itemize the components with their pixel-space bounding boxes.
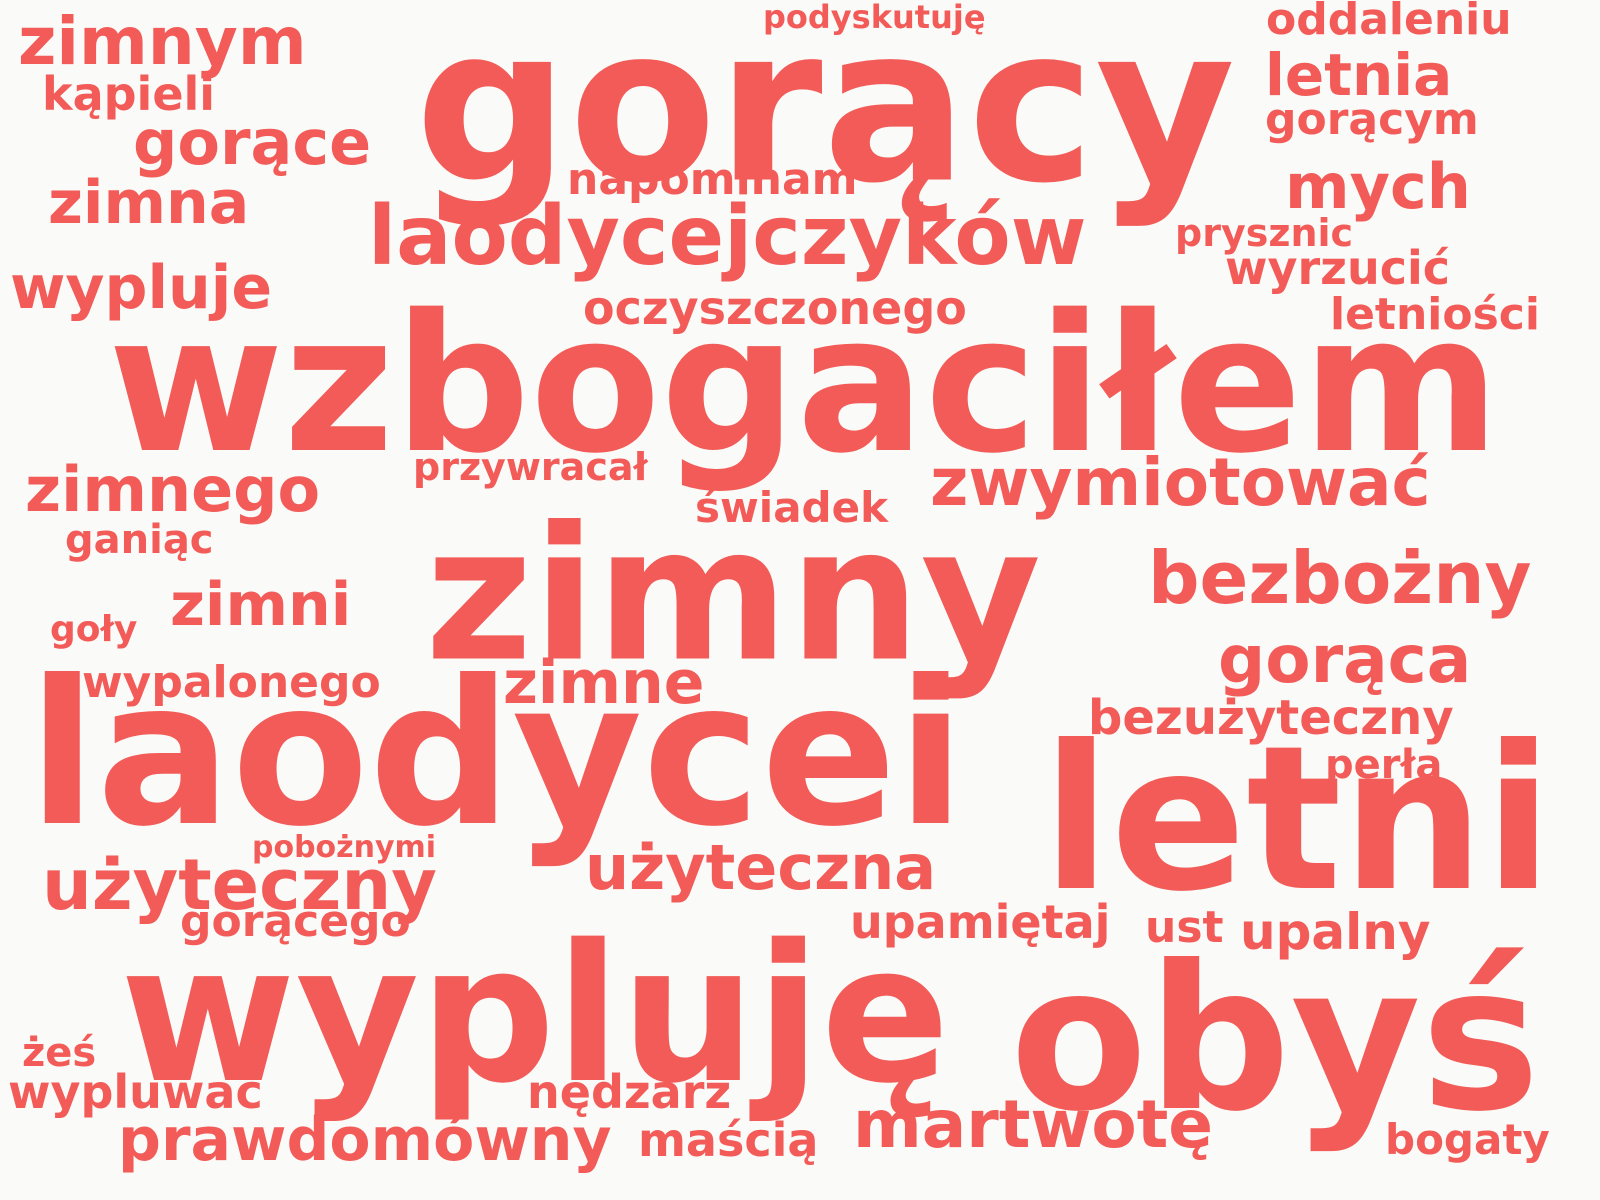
word: świadek: [695, 483, 889, 532]
word: wypalonego: [82, 657, 381, 708]
word: gorące: [133, 106, 372, 179]
word: zimny: [425, 486, 1042, 703]
word: zimnego: [25, 453, 321, 526]
word: prawdomówny: [118, 1105, 612, 1175]
word: gorący: [415, 0, 1236, 231]
word: bezbożny: [1148, 536, 1532, 620]
word: letnia: [1265, 41, 1453, 109]
word: zimna: [48, 168, 250, 238]
word: upamiętaj: [850, 895, 1111, 949]
word: nędzarz: [527, 1065, 732, 1119]
word: laodycei: [28, 638, 966, 871]
word: bezużyteczny: [1088, 690, 1454, 746]
word: przywracał: [413, 445, 648, 489]
word: użyteczny: [42, 844, 437, 926]
word: goły: [50, 609, 138, 650]
word: bogaty: [1385, 1115, 1550, 1164]
word: martwotę: [853, 1086, 1214, 1163]
word: zwymiotować: [930, 444, 1431, 521]
word: wypluje: [10, 253, 273, 323]
word: użyteczna: [585, 831, 937, 904]
word: podyskutuję: [763, 0, 986, 36]
word: ganiąc: [65, 517, 214, 563]
word: mych: [1285, 150, 1471, 223]
word: pobożnymi: [252, 830, 437, 865]
word: zimne: [503, 648, 705, 718]
word: napominam: [567, 154, 858, 205]
word: gorącym: [1265, 94, 1479, 145]
word: gorąca: [1218, 621, 1472, 698]
word: wyrzucić: [1225, 241, 1450, 295]
word: oddaleniu: [1266, 0, 1512, 45]
word: kąpieli: [42, 67, 216, 121]
word: zimni: [170, 570, 352, 640]
word: wzbogaciłem: [108, 274, 1500, 495]
word: ust: [1145, 902, 1224, 953]
word: letniości: [1330, 289, 1540, 340]
word: prysznic: [1175, 211, 1354, 255]
word: maścią: [638, 1113, 819, 1167]
word: żeś: [22, 1030, 97, 1076]
word: wypluwać: [8, 1065, 263, 1119]
word: letni: [1042, 703, 1553, 936]
word: zimnym: [18, 3, 307, 80]
word: oczyszczonego: [583, 281, 967, 335]
word: gorącego: [180, 896, 411, 947]
word: obyś: [1010, 923, 1540, 1156]
word: upalny: [1240, 903, 1431, 961]
word: perłą: [1325, 742, 1443, 788]
word: laodycejczyków: [368, 189, 1087, 284]
word: wypluję: [120, 904, 950, 1125]
